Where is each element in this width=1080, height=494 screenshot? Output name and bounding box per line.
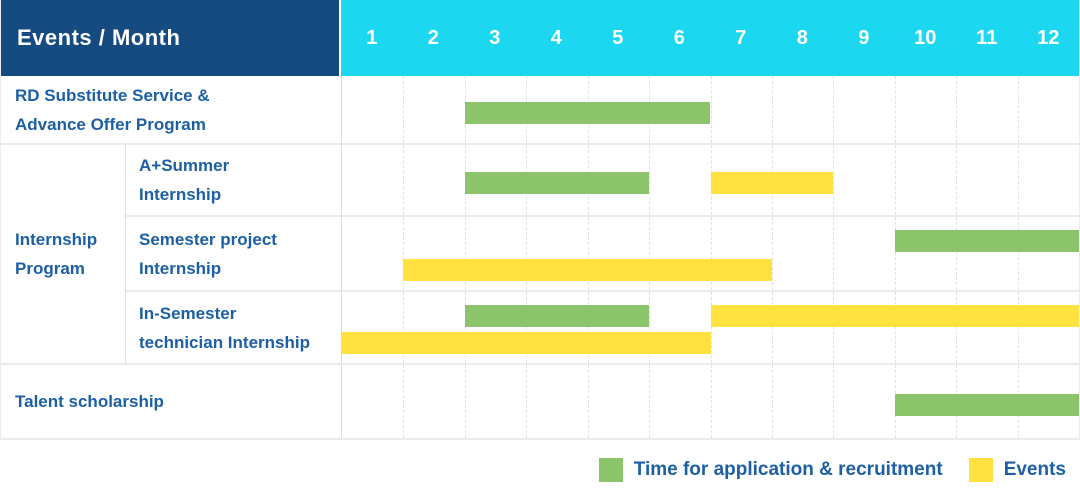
month-gridline <box>771 365 773 438</box>
month-header-cell: 2 <box>427 26 439 49</box>
month-gridline <box>833 145 835 215</box>
month-gridline <box>956 145 958 215</box>
month-gridline <box>894 217 896 290</box>
month-gridline <box>1017 292 1019 363</box>
month-gridline <box>894 292 896 363</box>
gantt-bar-events <box>710 172 834 194</box>
month-header-cell: 9 <box>858 26 870 49</box>
gantt-bar-application <box>464 172 650 194</box>
events-month-header-cell: Events / Month <box>1 0 341 76</box>
row-in-semester: In-Semester technician Internship <box>126 292 1079 363</box>
gantt-table: Events / Month 1 2 3 4 5 6 7 8 9 10 11 12 RD Substi… <box>0 0 1080 440</box>
month-gridline <box>833 217 835 290</box>
row-label: A+Summer Internship <box>139 156 230 204</box>
month-header-strip: 1 2 3 4 5 6 7 8 9 10 11 12 <box>341 0 1079 76</box>
month-header-cell: 4 <box>550 26 562 49</box>
chart-cell <box>341 217 1079 290</box>
month-gridline <box>771 217 773 290</box>
group-subrows: A+Summer Internship Semester project Int… <box>126 145 1079 363</box>
month-gridline <box>710 292 712 363</box>
month-header-cell: 6 <box>673 26 685 49</box>
month-gridline <box>710 76 712 143</box>
month-gridline <box>403 145 405 215</box>
gantt-bar-events <box>403 259 772 281</box>
month-header-cell: 7 <box>735 26 747 49</box>
application-swatch-icon <box>598 458 623 482</box>
row-label: Semester project Internship <box>139 229 277 278</box>
gantt-bar-events <box>342 332 711 354</box>
month-gridline <box>956 76 958 143</box>
row-label: RD Substitute Service & Advance Offer Pr… <box>15 85 210 134</box>
month-gridline <box>833 365 835 438</box>
month-gridline <box>771 292 773 363</box>
gantt-bar-application <box>464 101 711 124</box>
month-header-cell: 11 <box>976 26 998 49</box>
row-semester-project: Semester project Internship <box>126 217 1079 292</box>
gantt-bar-application <box>464 305 650 327</box>
month-gridline <box>956 292 958 363</box>
gantt-bar-application <box>894 230 1079 252</box>
table-body: RD Substitute Service & Advance Offer Pr… <box>1 76 1079 440</box>
month-header-cell: 5 <box>612 26 624 49</box>
month-gridline <box>833 292 835 363</box>
row-label: Talent scholarship <box>15 392 164 411</box>
month-header-cell: 1 <box>366 26 378 49</box>
month-gridline <box>1017 76 1019 143</box>
legend-label: Time for application & recruitment <box>633 459 943 480</box>
chart-cell <box>341 365 1079 438</box>
month-gridline <box>403 76 405 143</box>
row-a-summer: A+Summer Internship <box>126 145 1079 217</box>
month-gridline <box>649 365 651 438</box>
row-group-internship: Internship Program A+Summer Internship S… <box>1 145 1079 365</box>
month-header-cell: 10 <box>914 26 937 49</box>
month-gridline <box>894 76 896 143</box>
month-gridline <box>771 76 773 143</box>
month-gridline <box>894 145 896 215</box>
legend-label: Events <box>1003 459 1066 480</box>
chart-cell <box>341 145 1079 215</box>
legend: Time for application & recruitment Event… <box>598 458 1066 482</box>
month-gridline <box>649 145 651 215</box>
month-gridline <box>464 365 466 438</box>
row-rd-substitute: RD Substitute Service & Advance Offer Pr… <box>1 76 1079 145</box>
month-gridline <box>1017 145 1019 215</box>
month-header-cell: 3 <box>489 26 501 49</box>
month-header-cell: 8 <box>796 26 808 49</box>
month-gridline <box>710 365 712 438</box>
events-swatch-icon <box>968 458 993 482</box>
month-gridline <box>956 217 958 290</box>
gantt-bar-application <box>894 393 1079 416</box>
group-label: Internship Program <box>1 145 126 363</box>
month-gridline <box>403 365 405 438</box>
month-header-cell: 12 <box>1037 26 1060 49</box>
legend-item-events: Events <box>968 458 1066 482</box>
chart-cell <box>341 292 1079 363</box>
row-talent-scholarship: Talent scholarship <box>1 365 1079 440</box>
chart-cell <box>341 76 1079 143</box>
gantt-bar-events <box>710 305 1079 327</box>
table-header-row: Events / Month 1 2 3 4 5 6 7 8 9 10 11 12 <box>1 0 1079 76</box>
month-gridline <box>526 365 528 438</box>
row-label: In-Semester technician Internship <box>139 303 310 352</box>
month-gridline <box>1017 217 1019 290</box>
month-gridline <box>833 76 835 143</box>
month-gridline <box>587 365 589 438</box>
legend-item-application: Time for application & recruitment <box>598 458 943 482</box>
